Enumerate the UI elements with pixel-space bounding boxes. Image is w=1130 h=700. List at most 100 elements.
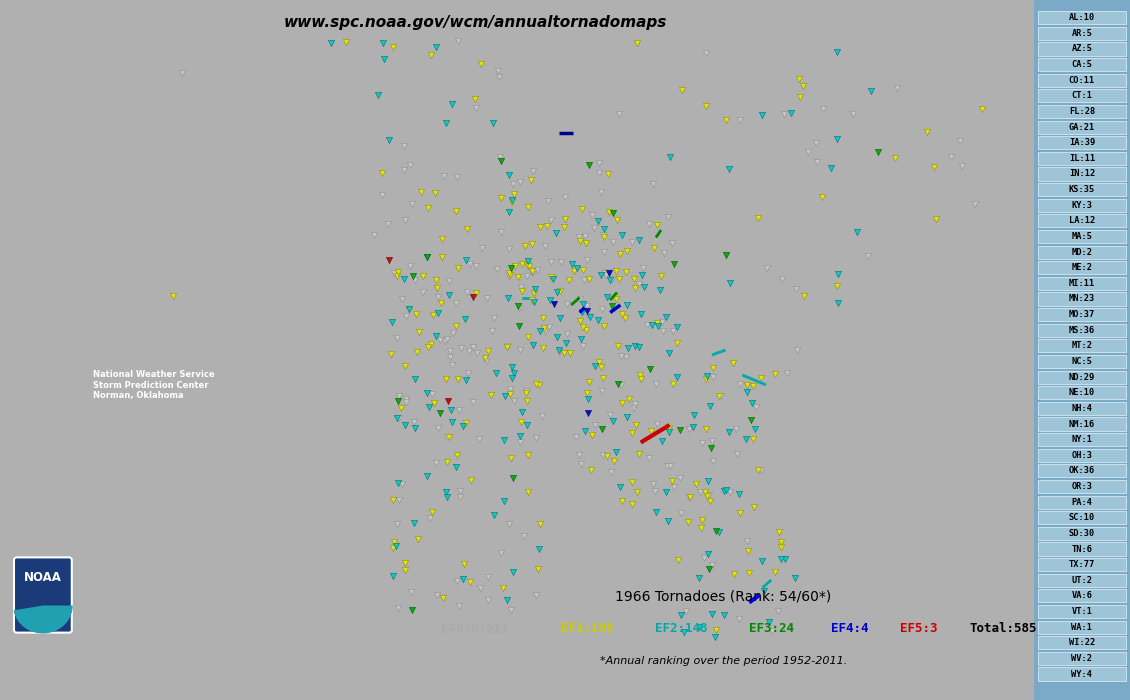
Point — [953, 160, 971, 172]
Point — [790, 74, 808, 85]
Point — [380, 254, 398, 265]
Point — [384, 41, 402, 52]
Point — [721, 277, 739, 288]
FancyBboxPatch shape — [1037, 636, 1127, 650]
Point — [518, 259, 536, 270]
Point — [487, 368, 505, 379]
Point — [421, 338, 440, 349]
Point — [742, 414, 760, 426]
Point — [492, 547, 510, 559]
FancyBboxPatch shape — [1037, 323, 1127, 337]
Point — [623, 498, 641, 510]
Point — [728, 423, 746, 434]
Point — [512, 176, 530, 188]
Point — [322, 37, 340, 48]
Point — [941, 152, 959, 163]
Point — [531, 221, 549, 232]
Point — [463, 397, 481, 408]
Point — [424, 309, 442, 321]
Point — [829, 269, 848, 280]
Point — [571, 293, 589, 304]
Point — [502, 452, 520, 463]
Point — [488, 66, 506, 77]
Point — [525, 283, 544, 294]
Point — [590, 356, 608, 368]
Point — [485, 313, 503, 324]
Point — [644, 478, 662, 489]
Point — [396, 557, 414, 568]
Text: NM:16: NM:16 — [1069, 419, 1095, 428]
Point — [772, 541, 790, 552]
Text: Total:585: Total:585 — [970, 622, 1036, 636]
Point — [539, 196, 557, 207]
Point — [471, 583, 489, 594]
Point — [574, 340, 592, 351]
Point — [432, 298, 450, 309]
Point — [600, 206, 618, 218]
Point — [391, 390, 409, 401]
Point — [664, 326, 683, 337]
FancyBboxPatch shape — [1037, 370, 1127, 384]
Point — [428, 291, 446, 302]
Point — [522, 265, 540, 276]
Point — [693, 514, 711, 526]
FancyBboxPatch shape — [1037, 558, 1127, 571]
Point — [658, 461, 676, 472]
Point — [401, 260, 419, 272]
Point — [637, 319, 655, 330]
Point — [541, 214, 559, 225]
Point — [499, 271, 518, 282]
Point — [407, 309, 425, 320]
Point — [510, 321, 528, 332]
Point — [579, 308, 597, 319]
Point — [731, 114, 749, 125]
Text: National Weather Service
Storm Prediction Center
Norman, Oklahoma: National Weather Service Storm Predictio… — [93, 370, 215, 400]
Point — [560, 347, 579, 358]
FancyBboxPatch shape — [1037, 276, 1127, 290]
FancyBboxPatch shape — [1037, 183, 1127, 196]
Text: OR:3: OR:3 — [1071, 482, 1093, 491]
Point — [443, 328, 461, 339]
Point — [829, 298, 848, 309]
Point — [449, 374, 467, 385]
Point — [476, 353, 494, 364]
Point — [794, 290, 812, 302]
Point — [730, 489, 748, 500]
Point — [699, 548, 718, 559]
Point — [623, 428, 641, 439]
Point — [659, 590, 677, 601]
Point — [433, 233, 451, 244]
Point — [612, 496, 631, 507]
Point — [760, 616, 779, 627]
Point — [513, 258, 531, 270]
Point — [632, 374, 650, 385]
Point — [396, 164, 414, 176]
Point — [388, 519, 406, 530]
Point — [770, 526, 788, 538]
Point — [618, 246, 636, 257]
Point — [619, 342, 637, 354]
Text: AR:5: AR:5 — [1071, 29, 1093, 38]
Point — [508, 300, 527, 312]
Point — [384, 537, 402, 548]
Point — [383, 570, 401, 582]
FancyBboxPatch shape — [1037, 293, 1127, 306]
Text: PA:4: PA:4 — [1071, 498, 1093, 507]
Point — [558, 328, 576, 339]
Point — [662, 475, 680, 486]
Point — [461, 577, 479, 588]
Point — [520, 260, 538, 272]
Point — [560, 274, 579, 286]
FancyBboxPatch shape — [1037, 402, 1127, 415]
Point — [782, 108, 800, 119]
Point — [409, 326, 427, 337]
Point — [773, 274, 791, 285]
Point — [603, 274, 622, 285]
Point — [626, 282, 644, 293]
Point — [479, 345, 497, 356]
Point — [738, 387, 756, 398]
Point — [542, 271, 560, 282]
Point — [744, 434, 762, 445]
Point — [596, 224, 614, 235]
Point — [375, 53, 393, 64]
